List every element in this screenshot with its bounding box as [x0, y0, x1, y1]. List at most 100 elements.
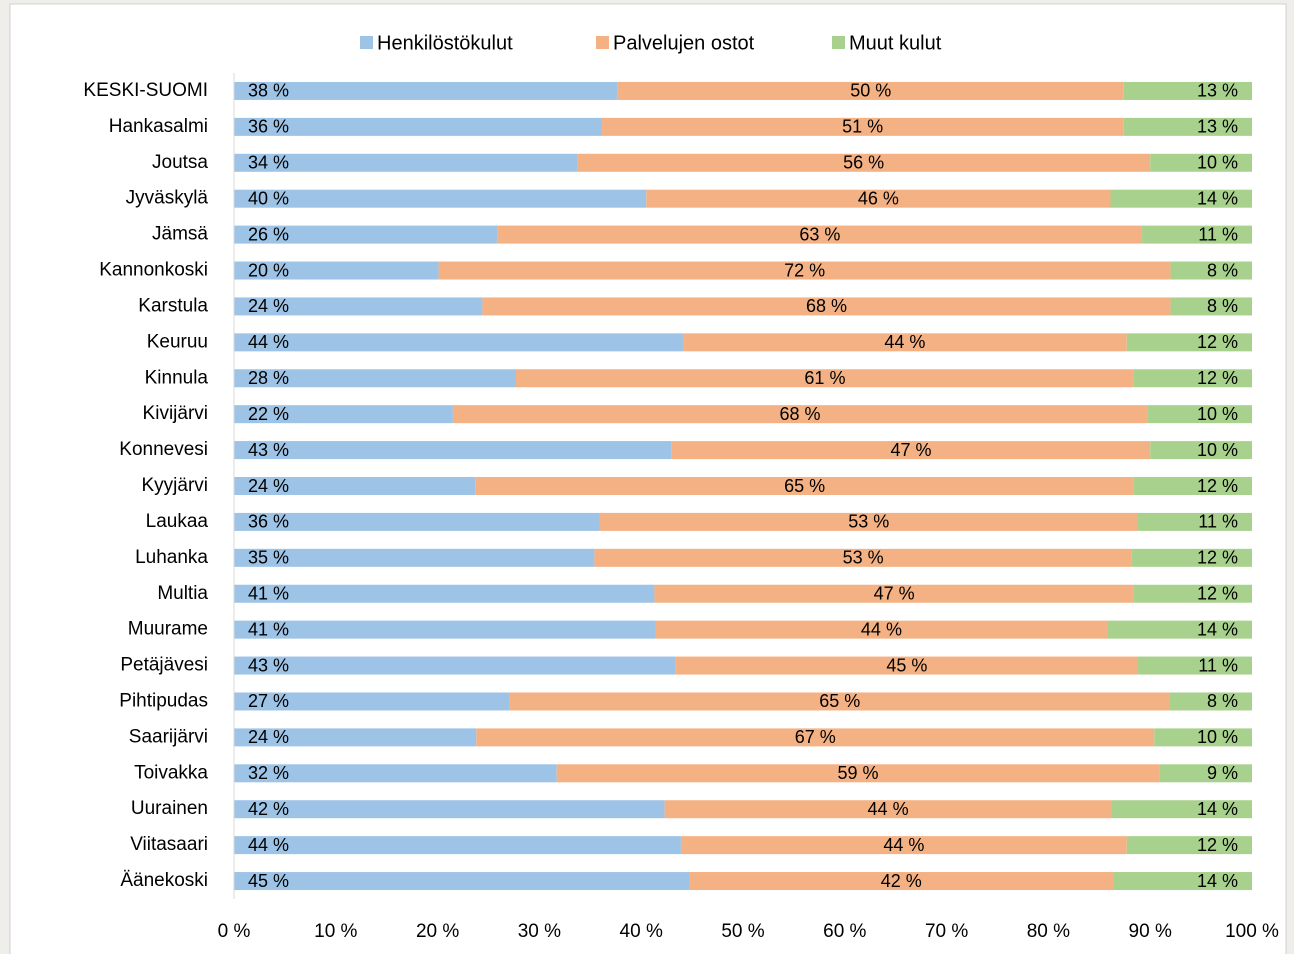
y-tick-label: Kinnula: [145, 367, 209, 388]
data-label: 34 %: [248, 153, 289, 173]
y-tick-label: Luhanka: [135, 547, 208, 568]
bar-segment: [1150, 153, 1252, 172]
data-label: 11 %: [1198, 224, 1238, 244]
legend-swatch: [596, 36, 609, 49]
bar-segment: [234, 369, 516, 388]
data-label: 14 %: [1197, 188, 1238, 208]
data-label: 56 %: [843, 153, 884, 173]
bar-segment: [1150, 441, 1252, 460]
legend-label: Henkilöstökulut: [377, 32, 513, 54]
data-label: 42 %: [881, 871, 922, 891]
y-tick-label: Laukaa: [146, 511, 209, 532]
bar-segment: [234, 800, 665, 819]
data-label: 53 %: [843, 548, 884, 568]
x-tick-label: 20 %: [416, 921, 459, 942]
bar-segment: [234, 656, 676, 675]
legend-swatch: [832, 36, 845, 49]
x-tick-label: 30 %: [518, 921, 561, 942]
data-label: 12 %: [1197, 583, 1238, 603]
bar-segment: [452, 405, 1148, 424]
x-tick-label: 80 %: [1027, 921, 1070, 942]
data-label: 47 %: [890, 440, 931, 460]
data-label: 24 %: [248, 727, 289, 747]
data-label: 12 %: [1197, 476, 1238, 496]
data-label: 50 %: [850, 81, 891, 101]
y-tick-label: Petäjävesi: [120, 655, 208, 676]
bar-segment: [234, 728, 477, 747]
bar-segment: [599, 512, 1138, 531]
data-label: 12 %: [1197, 332, 1238, 352]
data-label: 61 %: [804, 368, 845, 388]
data-label: 24 %: [248, 476, 289, 496]
data-label: 10 %: [1197, 153, 1238, 173]
data-label: 42 %: [248, 799, 289, 819]
y-tick-label: Pihtipudas: [119, 690, 208, 711]
bar-segment: [234, 225, 498, 244]
y-tick-label: Kivijärvi: [143, 403, 208, 424]
y-tick-label: Hankasalmi: [109, 116, 208, 137]
bar-segment: [1133, 477, 1252, 495]
bar-segment: [482, 297, 1171, 316]
data-label: 9 %: [1207, 763, 1238, 783]
legend-swatch: [360, 36, 373, 49]
data-label: 38 %: [248, 81, 289, 101]
y-tick-label: Keuruu: [147, 331, 208, 352]
x-tick-label: 90 %: [1129, 921, 1172, 942]
data-label: 10 %: [1197, 440, 1238, 460]
x-tick-label: 10 %: [314, 921, 357, 942]
y-tick-label: KESKI-SUOMI: [83, 80, 208, 101]
bar-segment: [1111, 800, 1252, 819]
bar-segment: [577, 153, 1151, 172]
bar-segment: [1110, 189, 1252, 208]
data-label: 44 %: [884, 332, 925, 352]
bar-segment: [234, 153, 578, 172]
x-tick-label: 60 %: [823, 921, 866, 942]
data-label: 68 %: [779, 404, 820, 424]
data-label: 40 %: [248, 188, 289, 208]
y-tick-label: Muurame: [128, 619, 208, 640]
data-label: 59 %: [838, 763, 879, 783]
data-label: 28 %: [248, 368, 289, 388]
data-label: 20 %: [248, 260, 289, 280]
data-label: 22 %: [248, 404, 289, 424]
x-tick-label: 50 %: [721, 921, 764, 942]
bar-segment: [1113, 872, 1252, 891]
bar-segment: [234, 620, 656, 639]
bar-segment: [654, 584, 1134, 603]
bar-segment: [689, 872, 1114, 891]
data-label: 72 %: [784, 260, 825, 280]
data-label: 27 %: [248, 691, 289, 711]
bar-segment: [1131, 548, 1252, 567]
data-label: 8 %: [1207, 296, 1238, 316]
bar-segment: [497, 225, 1143, 244]
bar-segment: [234, 189, 647, 208]
data-label: 8 %: [1207, 260, 1238, 280]
bar-segment: [476, 728, 1155, 747]
data-label: 63 %: [799, 224, 840, 244]
bar-segment: [234, 441, 672, 460]
data-label: 44 %: [248, 332, 289, 352]
data-label: 14 %: [1197, 871, 1238, 891]
data-label: 67 %: [795, 727, 836, 747]
data-label: 65 %: [784, 476, 825, 496]
bar-segment: [1147, 405, 1252, 424]
bar-segment: [1133, 584, 1252, 603]
data-label: 12 %: [1197, 835, 1238, 855]
bar-segment: [655, 620, 1108, 639]
y-tick-label: Kyyjärvi: [141, 475, 208, 496]
bar-segment: [234, 692, 510, 711]
y-tick-label: Joutsa: [152, 152, 208, 173]
bar-segment: [234, 81, 618, 100]
bar-segment: [556, 764, 1160, 783]
bar-segment: [234, 512, 600, 531]
y-tick-label: Saarijärvi: [129, 726, 208, 747]
bar-segment: [475, 477, 1134, 495]
data-label: 36 %: [248, 512, 289, 532]
bar-segment: [1107, 620, 1252, 639]
data-label: 46 %: [858, 188, 899, 208]
y-tick-label: Viitasaari: [130, 834, 208, 855]
bar-segment: [509, 692, 1170, 711]
data-label: 8 %: [1207, 691, 1238, 711]
data-label: 45 %: [248, 871, 289, 891]
data-label: 10 %: [1197, 404, 1238, 424]
